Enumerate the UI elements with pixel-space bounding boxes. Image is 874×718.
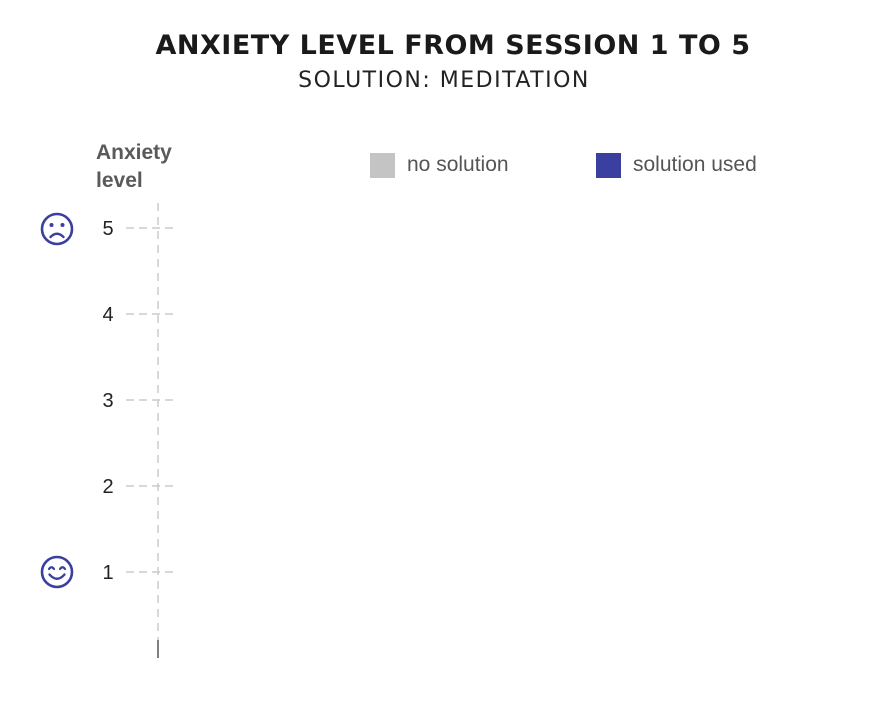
y-tick-label: 5: [102, 218, 113, 240]
chart-subtitle: SOLUTION: MEDITATION: [298, 68, 590, 93]
y-tick-label: 1: [102, 562, 113, 584]
sad-face-icon: [40, 212, 74, 246]
legend-label-no-solution: no solution: [407, 153, 509, 176]
y-tick-label: 2: [102, 476, 113, 498]
legend-swatch-no-solution: [370, 152, 395, 178]
y-axis-label: Anxiety level: [96, 141, 172, 192]
y-tick-label: 3: [102, 390, 113, 412]
chart-title: ANXIETY LEVEL FROM SESSION 1 TO 5: [155, 30, 751, 61]
legend-label-solution-used: solution used: [633, 153, 757, 176]
legend-item-no-solution: no solution: [370, 152, 509, 178]
y-tick-label: 4: [102, 304, 113, 326]
legend-swatch-solution-used: [596, 152, 621, 178]
happy-face-icon: [40, 555, 74, 589]
legend-item-solution-used: solution used: [596, 152, 757, 178]
